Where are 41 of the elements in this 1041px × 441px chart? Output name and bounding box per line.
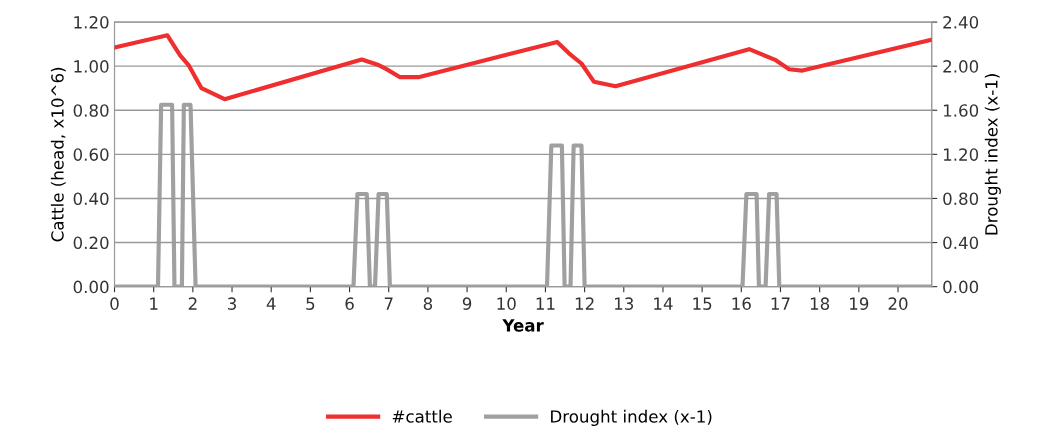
y2-tick-label: 0.80: [943, 192, 979, 206]
x-tick-label: 18: [810, 297, 830, 310]
y2-tick-label: 0.00: [943, 280, 979, 294]
x-tick-label: 14: [654, 297, 673, 310]
y2-tick-label: 0.40: [943, 236, 979, 250]
x-tick-label: 2: [188, 297, 197, 310]
legend-label: Drought index (x-1): [551, 409, 712, 426]
x-tick-label: 0: [110, 297, 119, 310]
legend-label: #cattle: [392, 409, 452, 423]
x-tick-label: 5: [306, 297, 315, 310]
y-tick-label: 0.20: [73, 236, 109, 250]
y-tick-label: 1.20: [74, 16, 109, 29]
x-axis-title: Year: [502, 319, 544, 332]
x-tick-label: 8: [423, 297, 433, 310]
x-tick-label: 3: [228, 297, 236, 310]
x-tick-label: 20: [888, 297, 908, 310]
x-tick-label: 15: [693, 297, 712, 310]
x-tick-label: 10: [497, 297, 516, 310]
line-series: [114, 33, 932, 102]
x-tick-label: 12: [575, 297, 594, 310]
x-tick-label: 13: [615, 297, 634, 310]
x-tick-label: 4: [266, 297, 276, 310]
y2-tick-label: 1.60: [943, 104, 979, 117]
y-tick-label: 0.40: [73, 192, 109, 206]
y-tick-label: 1.00: [74, 60, 109, 73]
x-tick-label: 16: [732, 297, 751, 310]
x-tick-label: 17: [771, 297, 790, 310]
y2-tick-label: 1.20: [943, 148, 979, 161]
x-tick-label: 19: [850, 297, 869, 310]
x-tick-label: 6: [345, 297, 354, 310]
x-tick-label: 9: [462, 297, 472, 310]
x-tick-label: 7: [384, 297, 393, 310]
y2-tick-label: 2.00: [943, 60, 979, 73]
y-tick-label: 0.60: [73, 148, 109, 161]
x-tick-label: 11: [536, 297, 555, 310]
y2-tick-label: 2.40: [943, 16, 979, 29]
y-tick-label: 0.00: [73, 280, 109, 294]
y2-axis-title: Drought index (x-1): [984, 74, 1001, 235]
y-tick-label: 0.80: [73, 104, 109, 117]
y-axis-title: Cattle (head, x10^6): [50, 67, 66, 242]
x-tick-label: 1: [150, 297, 158, 310]
